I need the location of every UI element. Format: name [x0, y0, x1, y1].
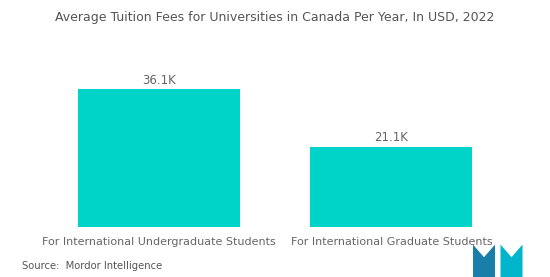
Polygon shape: [473, 245, 495, 277]
Text: Average Tuition Fees for Universities in Canada Per Year, In USD, 2022: Average Tuition Fees for Universities in…: [56, 11, 494, 24]
Text: Source:  Mordor Intelligence: Source: Mordor Intelligence: [22, 261, 162, 271]
Bar: [310, 147, 472, 227]
Text: 21.1K: 21.1K: [375, 131, 408, 144]
Bar: [78, 89, 240, 227]
Polygon shape: [500, 245, 522, 277]
Text: 36.1K: 36.1K: [142, 74, 175, 87]
